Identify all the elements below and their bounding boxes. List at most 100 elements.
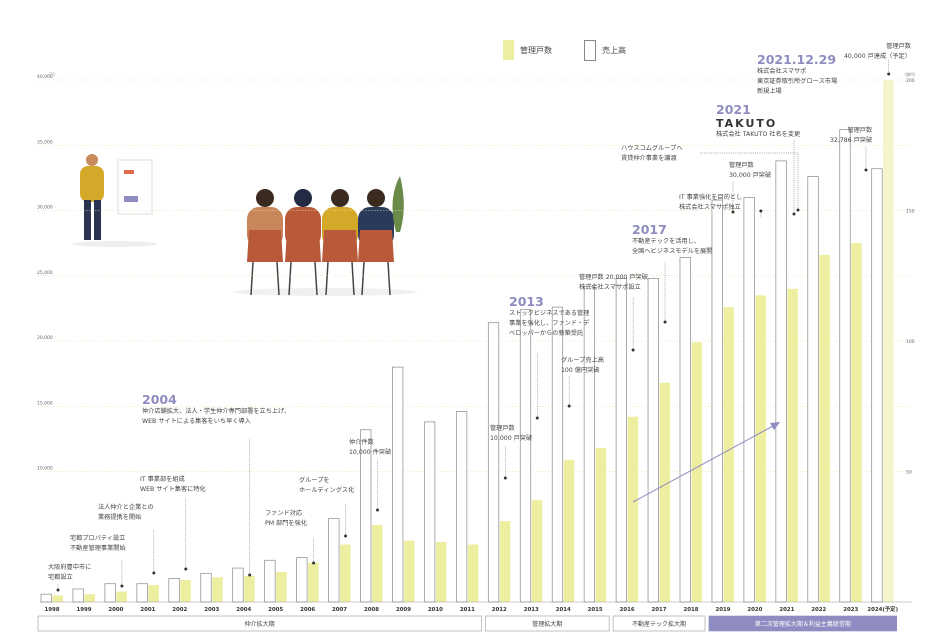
x-tick-label: 2011 bbox=[460, 607, 475, 613]
annotation-2023: 管理戸数 32,786 戸突破 bbox=[830, 127, 873, 144]
leader-dot bbox=[792, 212, 796, 216]
x-tick-label: 2013 bbox=[524, 607, 539, 613]
units-bar-2018 bbox=[691, 342, 702, 602]
leader-dot bbox=[312, 561, 316, 565]
x-tick-label: 2002 bbox=[172, 607, 187, 613]
x-tick-label: 2006 bbox=[300, 607, 315, 613]
period-box-2 bbox=[484, 615, 610, 632]
x-tick-label: 1998 bbox=[44, 607, 59, 613]
sales-bar-2002 bbox=[168, 578, 180, 603]
leader-dot bbox=[535, 416, 539, 420]
period-label: 不動産テック拡大期 bbox=[632, 620, 686, 628]
annotation-2000: 宅都プロパティ設立 不動産管理事業開始 bbox=[70, 535, 126, 552]
sales-bar-2010 bbox=[424, 421, 436, 603]
x-tick-label: 1999 bbox=[76, 607, 91, 613]
y-left-tick-label: 25,000 bbox=[37, 270, 53, 276]
x-tick-label: 2019 bbox=[715, 607, 730, 613]
y-left-tick-label: 20,000 bbox=[37, 335, 53, 341]
x-tick-label: 2001 bbox=[140, 607, 155, 613]
y-left-tick-label: 15,000 bbox=[37, 400, 53, 406]
period-box-1 bbox=[37, 615, 482, 632]
annotation-2002: IT 事業部を組成 WEB サイト集客に特化 bbox=[140, 476, 206, 493]
x-tick-label: 2004 bbox=[236, 607, 251, 613]
x-tick-label: 2023 bbox=[843, 607, 858, 613]
legend-sales-swatch bbox=[584, 40, 596, 61]
leader-dot bbox=[663, 320, 667, 324]
units-bar-2003 bbox=[212, 577, 223, 602]
y-left-tick-label: 35,000 bbox=[37, 139, 53, 145]
sales-bar-2004 bbox=[232, 567, 244, 603]
annotation-2001: 法人仲介と企業との 業務提携を開始 bbox=[98, 504, 154, 521]
x-tick-label: 2005 bbox=[268, 607, 283, 613]
x-tick-label: 2017 bbox=[652, 607, 667, 613]
period-box-3 bbox=[612, 615, 706, 632]
x-tick-label: 2020 bbox=[747, 607, 762, 613]
x-tick-label: 2010 bbox=[428, 607, 443, 613]
legend-units-label: 管理戸数 bbox=[520, 45, 552, 55]
sales-bar-2013 bbox=[519, 309, 532, 603]
units-bar-2011 bbox=[467, 544, 479, 602]
units-bar-1998 bbox=[52, 595, 63, 602]
y-left-tick-label: 40,000 bbox=[37, 74, 53, 80]
x-tick-label: 2012 bbox=[492, 607, 507, 613]
x-tick-label: 2007 bbox=[332, 607, 347, 613]
units-bar-2021 bbox=[787, 288, 798, 602]
annotation-2020: 管理戸数 30,000 戸突破 bbox=[729, 162, 772, 179]
sales-bar-2018 bbox=[679, 257, 691, 603]
units-bar-2024(予定) bbox=[883, 80, 894, 602]
units-bar-2020 bbox=[755, 295, 766, 602]
annotation-2019: IT 事業強化を目的とし 株式会社スマサポ独立 bbox=[679, 194, 743, 211]
y-right-tick-label: 150 bbox=[906, 209, 915, 215]
annotation-2004: 2004 仲介店舗拡大、法人・学生仲介専門部署を立ち上げ、 WEB サイトによる集… bbox=[142, 392, 291, 425]
growth-arrow-head bbox=[770, 422, 780, 430]
x-tick-label: 2003 bbox=[204, 607, 219, 613]
x-tick-label: 2021 bbox=[779, 607, 794, 613]
units-bar-2023 bbox=[851, 243, 862, 602]
sales-bar-2003 bbox=[200, 572, 212, 603]
leader-dot bbox=[152, 571, 156, 575]
y-right-unit: （億円） bbox=[902, 71, 918, 77]
units-bar-2008 bbox=[372, 525, 383, 602]
leader-dot bbox=[796, 208, 800, 212]
units-bar-2004 bbox=[244, 575, 255, 602]
leader-dot bbox=[887, 72, 891, 76]
people-illustration bbox=[73, 154, 417, 296]
units-bar-2022 bbox=[819, 254, 830, 602]
sales-bar-2024(予定) bbox=[871, 168, 883, 603]
leader-dot bbox=[344, 534, 348, 538]
y-right-tick-label: 50 bbox=[906, 470, 912, 476]
units-bar-2010 bbox=[435, 541, 447, 602]
units-bar-2014 bbox=[563, 459, 575, 602]
annotation-2007: グループを ホールディングス化 bbox=[299, 477, 355, 494]
gridlines: 10,000 15,000 20,000 25,000 30,000 35,000 40,0… bbox=[37, 74, 912, 472]
sales-bar-2000 bbox=[104, 583, 116, 603]
annotation-2013: 2013 ストックビジネスである管理 事業を強化し、ファンド・デ ベロッパーからの新… bbox=[509, 294, 590, 337]
annotation-1998: 大阪府豊中市に 宅都設立 bbox=[48, 564, 92, 581]
units-bar-2009 bbox=[403, 540, 415, 602]
x-tick-label: 2009 bbox=[396, 607, 411, 613]
y-left-unit: （戸） bbox=[46, 72, 58, 77]
units-bar-2015 bbox=[595, 448, 607, 602]
sales-bar-2021 bbox=[775, 160, 787, 603]
units-bar-2001 bbox=[148, 585, 159, 602]
leader-dot bbox=[120, 584, 124, 588]
growth-arrow bbox=[632, 425, 774, 503]
y-left-tick-label: 30,000 bbox=[37, 205, 53, 211]
period-label: 管理拡大期 bbox=[532, 620, 562, 628]
units-bar-2012 bbox=[499, 521, 511, 602]
x-tick-label: 2018 bbox=[683, 607, 698, 613]
units-bar-2016 bbox=[627, 416, 639, 602]
x-tick-label: 2016 bbox=[620, 607, 635, 613]
y-right-tick-label: 100 bbox=[906, 339, 915, 345]
leader-dot bbox=[759, 209, 763, 213]
sales-bar-2001 bbox=[136, 583, 148, 603]
x-tick-label: 2008 bbox=[364, 607, 379, 613]
sales-bar-2006 bbox=[296, 557, 308, 603]
units-bar-1999 bbox=[84, 594, 95, 602]
annotation-2021b: 2021.12.29 株式会社スマサポ 東京証券取引所グロース市場 新規上場 bbox=[757, 52, 838, 95]
units-bar-2007 bbox=[340, 544, 351, 602]
units-bar-2017 bbox=[659, 382, 671, 602]
x-tick-label: 2014 bbox=[556, 607, 571, 613]
sales-bar-2009 bbox=[392, 366, 404, 603]
